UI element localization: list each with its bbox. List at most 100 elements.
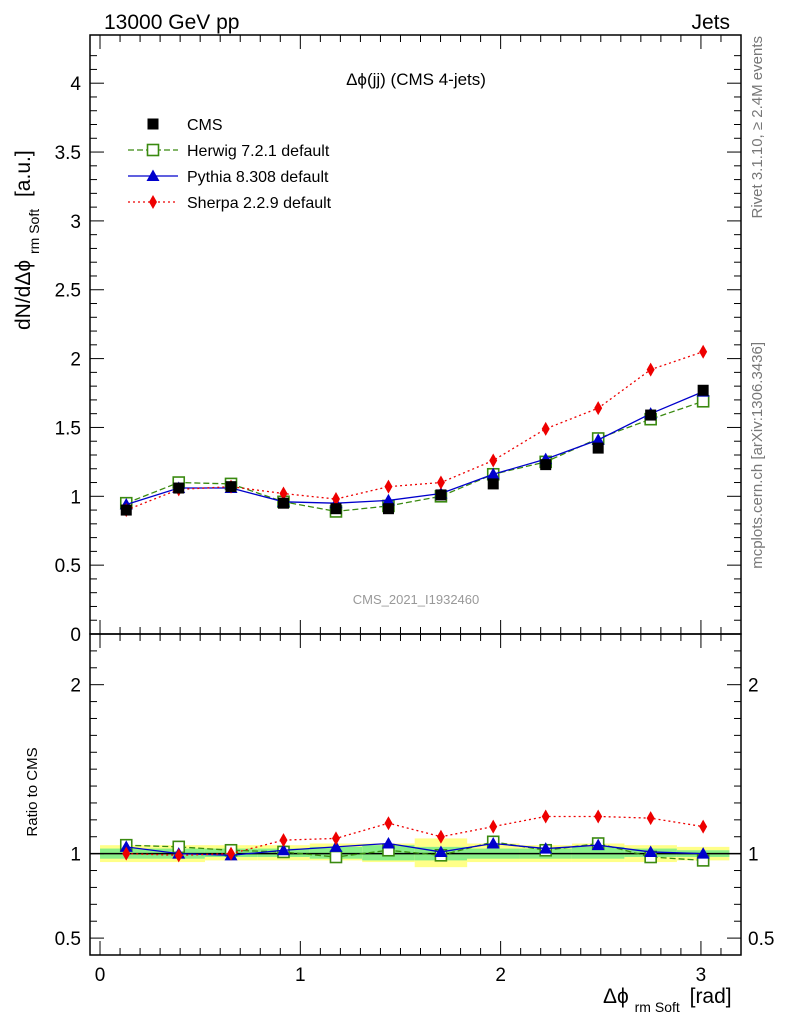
legend: CMS Herwig 7.2.1 default Pythia 8.308 defa… [128, 117, 332, 212]
legend-label-pythia: Pythia 8.308 default [187, 169, 329, 186]
x-label-sub: rm Soft [635, 999, 680, 1015]
pythia-ratio-point [591, 838, 605, 851]
main-y-tick-label: 0 [70, 625, 81, 646]
ratio-frame [89, 633, 742, 956]
cms-main-point [225, 481, 237, 493]
legend-label-cms: CMS [187, 117, 223, 134]
main-y-tick-label: 3 [70, 212, 81, 233]
legend-label-sherpa: Sherpa 2.2.9 default [187, 195, 332, 212]
pythia-main-line [126, 391, 704, 506]
legend-marker-herwig [146, 143, 160, 157]
x-tick-label: 2 [495, 965, 506, 986]
x-axis-title: Δϕ rm Soft [rad] [603, 985, 732, 1017]
x-label-unit: [rad] [690, 985, 732, 1008]
sherpa-ratio-point [174, 848, 183, 863]
main-y-label-sub: rm Soft [26, 209, 42, 254]
x-tick-label: 1 [295, 965, 306, 986]
pythia-ratio-point [539, 842, 553, 854]
sherpa-ratio-point [699, 819, 708, 834]
sherpa-main-point [699, 344, 708, 359]
ratio-y-tick-label-right: 1 [748, 845, 759, 866]
header-energy-label: 13000 GeV pp [104, 11, 239, 34]
pythia-ratio-point [696, 847, 710, 859]
header-process-label: Jets [691, 11, 730, 34]
pythia-ratio-point [434, 845, 448, 857]
pythia-main-point [591, 433, 605, 445]
x-label: Δϕ [603, 985, 629, 1008]
sherpa-ratio-point [594, 809, 603, 824]
main-y-tick-label: 0.5 [55, 556, 81, 577]
sherpa-ratio-line [126, 815, 704, 856]
sherpa-main-point [384, 479, 393, 494]
main-y-tick-label: 3.5 [55, 143, 81, 164]
main-y-tick-label: 1.5 [55, 418, 81, 439]
herwig-ratio-point [329, 850, 343, 864]
sherpa-ratio-point [646, 811, 655, 826]
cms-main-point [173, 482, 185, 494]
legend-marker-cms [147, 118, 159, 130]
main-y-tick-label: 1 [70, 487, 81, 508]
pythia-ratio-point [381, 836, 395, 849]
sherpa-ratio-point [122, 846, 131, 861]
sherpa-main-point [279, 486, 288, 501]
pythia-ratio-point [276, 843, 290, 856]
green-band-bin [571, 846, 625, 859]
sherpa-main-point [594, 401, 603, 416]
svg-text:dN/dΔϕ rm Soft [a.: dN/dΔϕ rm Soft [a.u.] [12, 150, 44, 330]
ratio-y-tick-label: 2 [70, 676, 81, 697]
herwig-main-line [126, 400, 704, 513]
sherpa-ratio-point [489, 819, 498, 834]
rivet-version-label: Rivet 3.1.10, ≥ 2.4M events [749, 36, 766, 219]
ratio-y-tick-label: 1 [70, 845, 81, 866]
cms-main-point [645, 409, 657, 421]
legend-label-herwig: Herwig 7.2.1 default [187, 143, 330, 160]
sherpa-main-line [126, 351, 704, 511]
main-y-tick-label: 2 [70, 350, 81, 371]
ratio-series-layer [119, 809, 710, 867]
x-tick-label: 3 [696, 965, 707, 986]
cms-main-point [697, 384, 709, 396]
herwig-main-point [696, 394, 710, 408]
ratio-y-tick-label: 0.5 [55, 929, 81, 950]
pythia-main-point [486, 467, 500, 480]
main-y-tick-label: 2.5 [55, 281, 81, 302]
herwig-ratio-line [126, 841, 704, 862]
axes-layer: 0 1 2 3 0 0.5 1 1.5 2 2.5 3 3.5 4 0.5 0.5 1 1 2 2 [55, 34, 774, 986]
pythia-ratio-point [329, 840, 343, 852]
cms-main-point [330, 503, 342, 515]
sherpa-main-point [436, 475, 445, 490]
pythia-ratio-point [486, 836, 500, 849]
sherpa-ratio-point [331, 831, 340, 846]
cms-main-point [277, 497, 289, 509]
legend-marker-pythia [146, 169, 160, 181]
cms-main-point [487, 478, 499, 490]
cms-main-point [120, 504, 132, 516]
cms-main-point [540, 459, 552, 471]
mcplots-label: mcplots.cern.ch [arXiv:1306.3436] [749, 342, 766, 569]
sherpa-main-point [331, 492, 340, 507]
cms-main-point [592, 442, 604, 454]
main-y-axis-title: dN/dΔϕ rm Soft [a.u.] [12, 150, 44, 330]
ratio-y-label: Ratio to CMS [24, 747, 41, 836]
pythia-ratio-point [644, 845, 658, 857]
sherpa-main-point [646, 362, 655, 377]
sherpa-main-point [489, 453, 498, 468]
plot-title: Δϕ(jj) (CMS 4-jets) [346, 70, 486, 89]
x-tick-label: 0 [95, 965, 106, 986]
main-series-layer [119, 344, 710, 518]
analysis-watermark: CMS_2021_I1932460 [353, 592, 480, 607]
sherpa-ratio-point [227, 846, 236, 861]
sherpa-ratio-point [541, 809, 550, 824]
main-y-label: dN/dΔϕ [12, 260, 35, 330]
main-y-tick-label: 4 [70, 74, 81, 95]
legend-marker-sherpa [149, 195, 157, 209]
pythia-ratio-point [119, 840, 133, 852]
sherpa-ratio-point [436, 829, 445, 844]
sherpa-ratio-point [384, 816, 393, 831]
pythia-ratio-line [126, 842, 704, 856]
ratio-y-tick-label-right: 2 [748, 676, 759, 697]
pythia-main-point [381, 493, 395, 506]
main-y-label-unit: [a.u.] [12, 150, 35, 197]
cms-main-point [382, 503, 394, 515]
